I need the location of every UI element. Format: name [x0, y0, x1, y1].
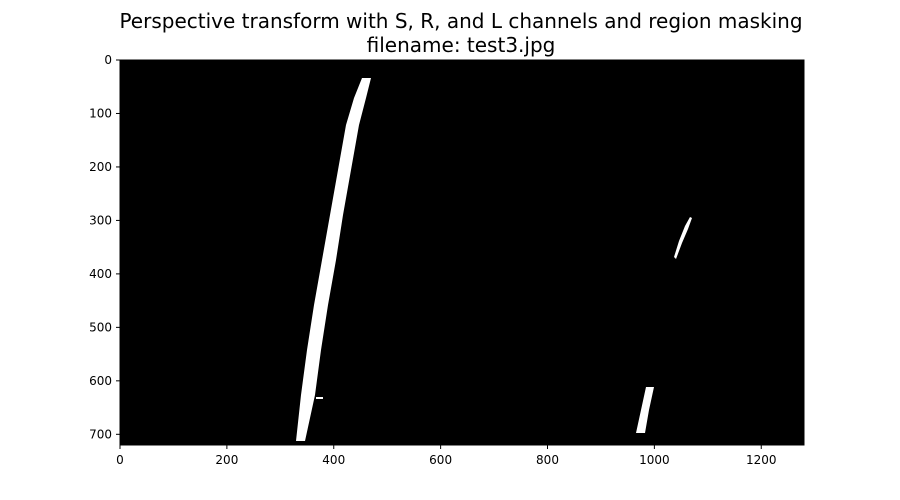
y-tick-label: 700	[89, 427, 112, 441]
right-lane-segment-upper	[674, 217, 692, 259]
figure-subtitle: filename: test3.jpg	[367, 33, 556, 57]
image-background	[120, 60, 804, 445]
binary-lane-image	[120, 60, 804, 445]
figure-title: Perspective transform with S, R, and L c…	[119, 9, 802, 33]
x-axis: 0 200 400 600 800 1000 1200	[116, 445, 777, 467]
left-lane-line	[296, 78, 371, 441]
y-tick-label: 0	[104, 53, 112, 67]
x-tick-label: 600	[429, 453, 452, 467]
x-tick-label: 0	[116, 453, 124, 467]
x-tick-label: 800	[536, 453, 559, 467]
y-tick-label: 200	[89, 160, 112, 174]
right-lane-segment-lower	[636, 387, 654, 433]
left-lane-speck	[316, 397, 323, 399]
axes-frame	[119, 59, 805, 446]
x-tick-label: 400	[322, 453, 345, 467]
y-tick-label: 500	[89, 320, 112, 334]
y-tick-label: 100	[89, 106, 112, 120]
y-tick-label: 600	[89, 374, 112, 388]
x-tick-label: 200	[215, 453, 238, 467]
y-axis: 0 100 200 300 400 500 600 700	[89, 53, 120, 441]
y-tick-label: 300	[89, 213, 112, 227]
axes-border	[119, 59, 805, 446]
x-tick-label: 1000	[639, 453, 670, 467]
x-tick-label: 1200	[746, 453, 777, 467]
y-tick-label: 400	[89, 267, 112, 281]
